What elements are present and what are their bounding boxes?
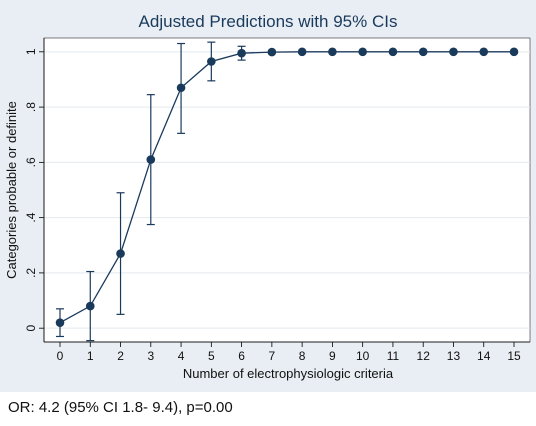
x-tick-label: 3 bbox=[147, 349, 154, 363]
plot-area bbox=[43, 37, 531, 343]
x-axis: 0 1 2 3 4 5 6 7 8 9 10 11 12 13 14 15 bbox=[44, 341, 530, 363]
y-axis-label: Categories probable or definite bbox=[4, 101, 19, 279]
data-point bbox=[449, 47, 458, 57]
chart-frame: Adjusted Predictions with 95% CIs 0 .2 .4.… bbox=[0, 0, 536, 392]
x-tick-label: 13 bbox=[447, 349, 461, 363]
data-points bbox=[55, 47, 519, 327]
y-tick-label: .2 bbox=[24, 268, 38, 278]
data-point bbox=[55, 318, 65, 327]
data-point bbox=[85, 301, 95, 311]
y-tick-label: .4 bbox=[24, 212, 38, 222]
x-tick-label: 12 bbox=[417, 349, 431, 363]
data-point bbox=[207, 57, 216, 66]
x-tick-label: 5 bbox=[208, 349, 215, 363]
y-tick-label: 0 bbox=[24, 325, 38, 332]
x-tick-label: 9 bbox=[329, 349, 336, 363]
x-tick-label: 14 bbox=[477, 349, 491, 363]
data-point bbox=[509, 47, 519, 57]
data-point bbox=[116, 249, 125, 258]
y-tick-label: .6 bbox=[24, 157, 38, 167]
y-tick-label: 1 bbox=[24, 48, 38, 55]
x-tick-label: 15 bbox=[507, 349, 521, 363]
x-axis-label: Number of electrophysiologic criteria bbox=[183, 366, 394, 381]
confidence-intervals bbox=[56, 41, 246, 342]
data-point bbox=[146, 155, 156, 164]
data-point bbox=[237, 48, 246, 58]
data-point bbox=[418, 47, 428, 57]
data-point bbox=[176, 83, 186, 93]
data-point bbox=[267, 47, 277, 57]
series-line bbox=[59, 51, 514, 324]
x-tick-label: 0 bbox=[57, 349, 64, 363]
data-point bbox=[388, 47, 398, 57]
x-tick-label: 8 bbox=[299, 349, 306, 363]
x-tick-label: 2 bbox=[117, 349, 124, 363]
chart: Adjusted Predictions with 95% CIs 0 .2 .4.… bbox=[0, 0, 536, 392]
y-tick-label: .8 bbox=[24, 102, 38, 112]
x-tick-label: 6 bbox=[238, 349, 245, 363]
x-tick-label: 4 bbox=[178, 349, 185, 363]
data-point bbox=[297, 47, 307, 57]
data-point bbox=[479, 47, 489, 57]
caption: OR: 4.2 (95% CI 1.8- 9.4), p=0.00 bbox=[8, 399, 233, 416]
y-axis: 0 .2 .4 .6 .8 1 bbox=[24, 38, 45, 342]
x-tick-label: 7 bbox=[269, 349, 276, 363]
x-tick-label: 1 bbox=[87, 349, 94, 363]
chart-title: Adjusted Predictions with 95% CIs bbox=[139, 12, 398, 31]
x-tick-label: 10 bbox=[356, 349, 370, 363]
data-point bbox=[358, 47, 367, 57]
x-tick-label: 11 bbox=[387, 349, 400, 363]
data-point bbox=[328, 47, 337, 57]
